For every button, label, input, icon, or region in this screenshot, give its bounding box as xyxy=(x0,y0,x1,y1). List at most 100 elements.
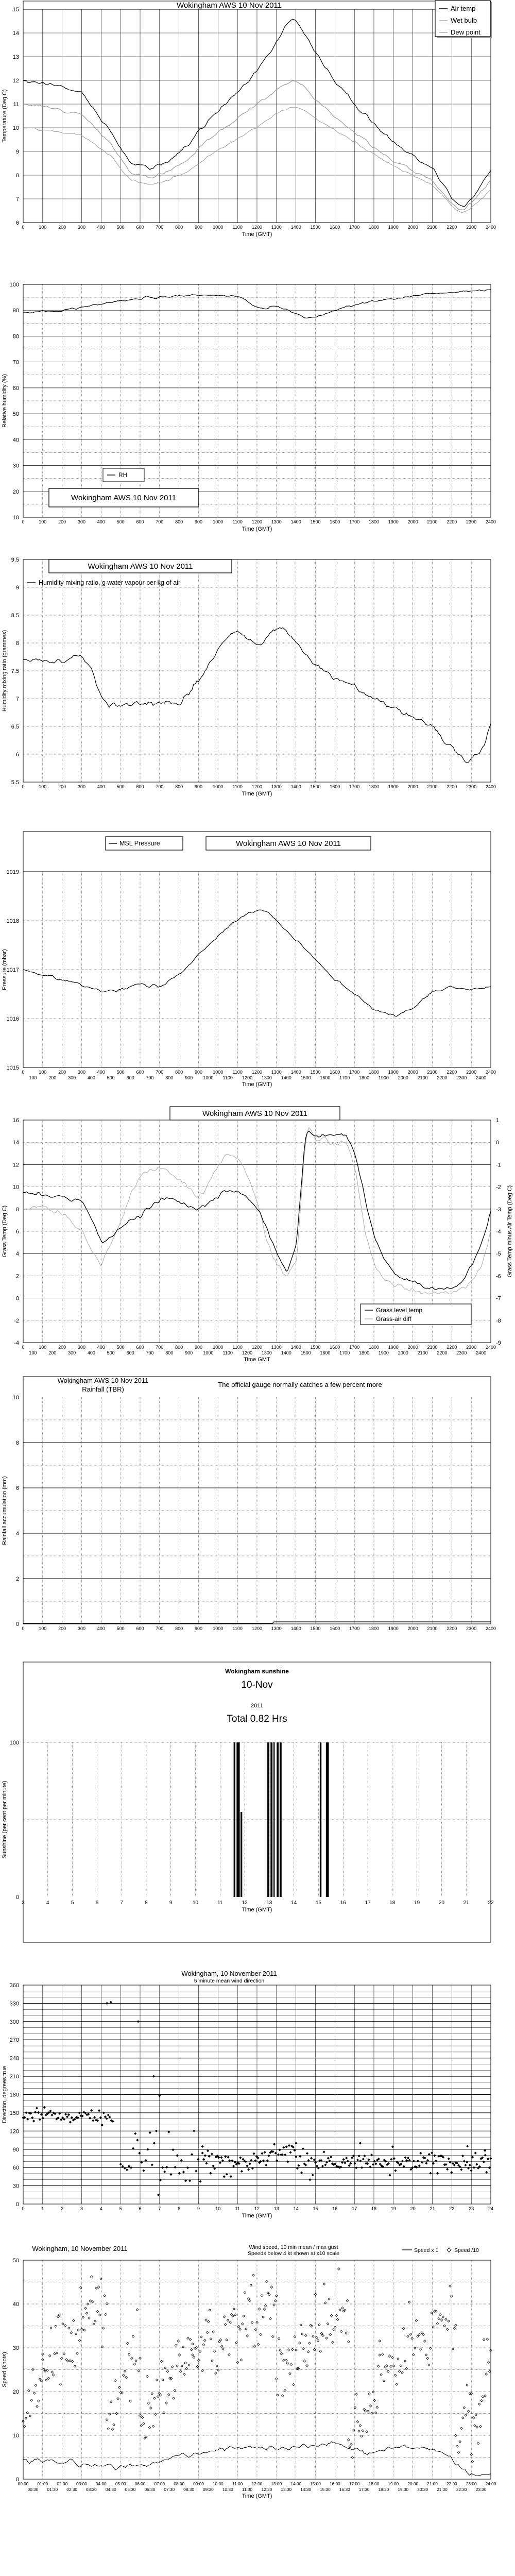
svg-text:1800: 1800 xyxy=(359,1350,369,1355)
svg-text:30: 30 xyxy=(13,2345,19,2351)
svg-text:1700: 1700 xyxy=(339,1075,350,1080)
svg-text:400: 400 xyxy=(97,519,105,524)
svg-text:12:00: 12:00 xyxy=(252,2481,263,2486)
svg-text:Time (GMT): Time (GMT) xyxy=(242,526,272,532)
svg-text:1300: 1300 xyxy=(271,519,282,524)
svg-text:7: 7 xyxy=(158,2206,161,2211)
svg-text:5 minute mean wind direction: 5 minute mean wind direction xyxy=(194,1978,265,1984)
svg-text:11:30: 11:30 xyxy=(242,2487,253,2492)
svg-text:2300: 2300 xyxy=(456,1350,467,1355)
svg-text:1600: 1600 xyxy=(330,519,340,524)
svg-text:1000: 1000 xyxy=(213,519,223,524)
svg-text:The official gauge normally ca: The official gauge normally catches a fe… xyxy=(218,1381,382,1388)
svg-text:15: 15 xyxy=(313,2206,318,2211)
svg-text:100: 100 xyxy=(39,784,46,789)
svg-text:16:30: 16:30 xyxy=(339,2487,350,2492)
svg-text:0: 0 xyxy=(22,784,24,789)
svg-text:06:30: 06:30 xyxy=(145,2487,156,2492)
svg-text:2200: 2200 xyxy=(447,1626,457,1631)
svg-text:14: 14 xyxy=(294,2206,299,2211)
svg-text:2300: 2300 xyxy=(466,784,476,789)
svg-text:2100: 2100 xyxy=(427,784,437,789)
svg-text:270: 270 xyxy=(10,2037,19,2043)
svg-text:13:30: 13:30 xyxy=(281,2487,291,2492)
svg-text:16: 16 xyxy=(340,1900,347,1906)
svg-text:1900: 1900 xyxy=(388,1070,399,1075)
svg-text:Humidity mixing ratio, g water: Humidity mixing ratio, g water vapour pe… xyxy=(39,579,180,586)
svg-text:600: 600 xyxy=(136,1345,144,1350)
svg-text:9: 9 xyxy=(16,585,19,591)
svg-text:800: 800 xyxy=(175,519,183,524)
svg-text:-9: -9 xyxy=(496,1340,501,1346)
svg-text:08:30: 08:30 xyxy=(183,2487,194,2492)
svg-text:210: 210 xyxy=(10,2074,19,2080)
svg-text:8: 8 xyxy=(16,640,19,647)
svg-text:9: 9 xyxy=(16,149,19,155)
svg-text:1000: 1000 xyxy=(203,1075,213,1080)
svg-text:1000: 1000 xyxy=(213,784,223,789)
svg-text:10: 10 xyxy=(13,1184,19,1191)
svg-text:10: 10 xyxy=(13,2433,19,2439)
svg-text:12: 12 xyxy=(242,1900,248,1906)
svg-text:2400: 2400 xyxy=(476,1075,486,1080)
svg-text:500: 500 xyxy=(117,784,125,789)
svg-text:23:00: 23:00 xyxy=(466,2481,477,2486)
svg-text:1900: 1900 xyxy=(379,1075,389,1080)
svg-text:100: 100 xyxy=(29,1350,37,1355)
svg-text:12: 12 xyxy=(13,1162,19,1168)
svg-text:7: 7 xyxy=(16,196,19,202)
svg-text:1200: 1200 xyxy=(252,1626,262,1631)
svg-text:1600: 1600 xyxy=(330,1070,340,1075)
svg-text:300: 300 xyxy=(78,784,85,789)
svg-text:Dew point: Dew point xyxy=(451,28,480,36)
svg-text:300: 300 xyxy=(78,225,85,230)
svg-text:100: 100 xyxy=(29,1075,37,1080)
svg-text:Speeds below 4 kt shown at x10: Speeds below 4 kt shown at x10 scale xyxy=(248,2250,339,2257)
svg-text:200: 200 xyxy=(58,1070,66,1075)
svg-text:300: 300 xyxy=(78,1626,85,1631)
svg-text:6: 6 xyxy=(16,1229,19,1235)
svg-text:-7: -7 xyxy=(496,1296,501,1302)
svg-text:24:00: 24:00 xyxy=(486,2481,496,2486)
svg-text:7.5: 7.5 xyxy=(11,668,19,674)
svg-text:Direction, degrees true: Direction, degrees true xyxy=(2,2066,8,2123)
svg-text:1000: 1000 xyxy=(213,1345,223,1350)
svg-text:1300: 1300 xyxy=(262,1075,272,1080)
svg-text:9: 9 xyxy=(197,2206,200,2211)
svg-text:Wokingham, 10 November 2011: Wokingham, 10 November 2011 xyxy=(32,2245,127,2252)
svg-text:500: 500 xyxy=(107,1075,115,1080)
svg-text:8.5: 8.5 xyxy=(11,613,19,619)
svg-text:800: 800 xyxy=(175,1345,183,1350)
svg-text:1600: 1600 xyxy=(320,1075,330,1080)
svg-text:1700: 1700 xyxy=(349,225,359,230)
svg-text:1400: 1400 xyxy=(291,225,301,230)
svg-text:02:30: 02:30 xyxy=(66,2487,77,2492)
svg-text:0: 0 xyxy=(22,1070,24,1075)
svg-text:1900: 1900 xyxy=(388,1345,399,1350)
svg-text:2100: 2100 xyxy=(427,225,437,230)
svg-text:23:30: 23:30 xyxy=(476,2487,487,2492)
svg-text:04:00: 04:00 xyxy=(96,2481,107,2486)
svg-text:1500: 1500 xyxy=(310,1345,320,1350)
svg-text:1: 1 xyxy=(41,2206,44,2211)
svg-text:Grass level temp: Grass level temp xyxy=(376,1307,422,1314)
svg-text:2200: 2200 xyxy=(447,1345,457,1350)
svg-text:400: 400 xyxy=(97,784,105,789)
svg-text:700: 700 xyxy=(156,225,163,230)
svg-text:400: 400 xyxy=(88,1350,95,1355)
svg-text:2: 2 xyxy=(16,1273,19,1279)
svg-text:7: 7 xyxy=(16,696,19,702)
svg-text:1200: 1200 xyxy=(252,784,262,789)
svg-text:15:00: 15:00 xyxy=(310,2481,321,2486)
svg-text:14: 14 xyxy=(13,30,19,37)
svg-text:1500: 1500 xyxy=(301,1350,311,1355)
svg-text:07:00: 07:00 xyxy=(154,2481,165,2486)
svg-text:Total 0.82 Hrs: Total 0.82 Hrs xyxy=(227,1714,287,1724)
svg-text:1800: 1800 xyxy=(369,225,379,230)
svg-text:13: 13 xyxy=(266,1900,272,1906)
svg-text:Time (GMT): Time (GMT) xyxy=(242,2213,272,2219)
svg-text:MSL Pressure: MSL Pressure xyxy=(119,840,160,847)
svg-text:1700: 1700 xyxy=(349,1070,359,1075)
svg-text:2300: 2300 xyxy=(466,1070,476,1075)
svg-text:22:00: 22:00 xyxy=(447,2481,457,2486)
